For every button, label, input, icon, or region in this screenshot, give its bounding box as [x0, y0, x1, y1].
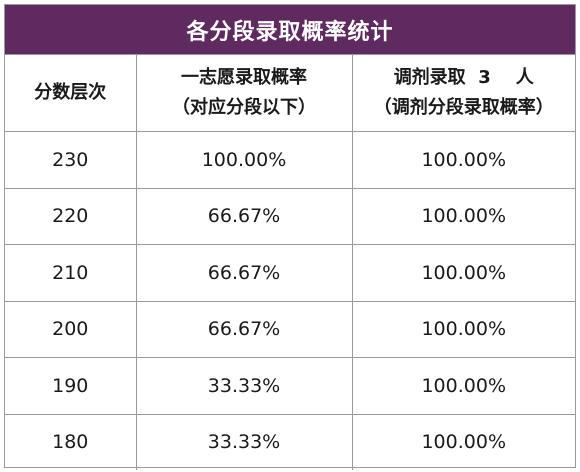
table-title: 各分段录取概率统计 [5, 5, 575, 55]
table-row: 200 66.67% 100.00% [5, 300, 575, 358]
header-adjusted-sublabel: （调剂分段录取概率） [373, 97, 554, 118]
adjusted-cell: 100.00% [351, 131, 575, 188]
score-cell: 180 [5, 413, 136, 470]
score-cell: 220 [5, 187, 136, 245]
adjusted-cell: 100.00% [351, 244, 575, 301]
probability-grid: 分数层次 一志愿录取概率 （对应分段以下） 调剂录取 3 人 （调剂分段录取概率… [5, 55, 575, 470]
header-first-choice-sublabel: （对应分段以下） [172, 97, 316, 118]
first-choice-cell: 66.67% [135, 187, 352, 245]
admission-probability-table: 各分段录取概率统计 分数层次 一志愿录取概率 （对应分段以下） 调剂录取 3 人… [4, 4, 576, 470]
table-row: 210 66.67% 100.00% [5, 244, 575, 301]
first-choice-cell: 66.67% [135, 244, 352, 301]
table-row: 180 33.33% 100.00% [5, 413, 575, 470]
score-cell: 210 [5, 244, 136, 301]
header-first-choice: 一志愿录取概率 （对应分段以下） [135, 55, 352, 132]
header-score-level-label: 分数层次 [34, 82, 107, 103]
score-cell: 200 [5, 300, 136, 358]
table-row: 220 66.67% 100.00% [5, 187, 575, 245]
adjusted-cell: 100.00% [351, 357, 575, 414]
header-score-level: 分数层次 [5, 55, 136, 132]
header-adjusted-label: 调剂录取 3 人 [393, 67, 534, 88]
table-row: 230 100.00% 100.00% [5, 131, 575, 188]
adjusted-cell: 100.00% [351, 300, 575, 358]
header-adjusted: 调剂录取 3 人 （调剂分段录取概率） [351, 55, 575, 132]
table-row: 190 33.33% 100.00% [5, 357, 575, 414]
first-choice-cell: 33.33% [135, 357, 352, 414]
header-first-choice-label: 一志愿录取概率 [181, 67, 307, 88]
adjusted-cell: 100.00% [351, 187, 575, 245]
first-choice-cell: 33.33% [135, 413, 352, 470]
score-cell: 190 [5, 357, 136, 414]
score-cell: 230 [5, 131, 136, 188]
first-choice-cell: 66.67% [135, 300, 352, 358]
adjusted-cell: 100.00% [351, 413, 575, 470]
first-choice-cell: 100.00% [135, 131, 352, 188]
header-row: 分数层次 一志愿录取概率 （对应分段以下） 调剂录取 3 人 （调剂分段录取概率… [5, 55, 575, 132]
